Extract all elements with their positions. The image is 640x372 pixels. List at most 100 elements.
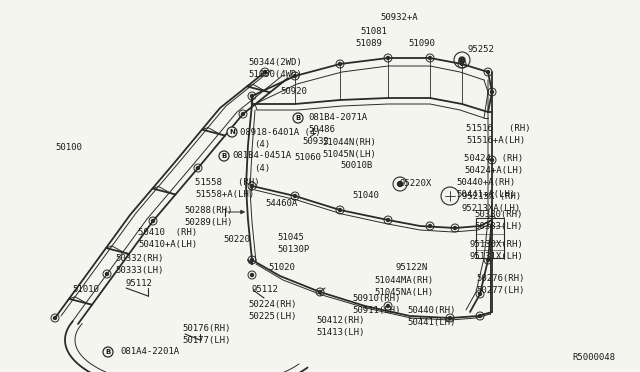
Text: (4): (4) xyxy=(254,164,270,173)
Text: 50289(LH): 50289(LH) xyxy=(184,218,232,227)
Text: 08918-6401A (4): 08918-6401A (4) xyxy=(240,128,321,137)
Text: 95112: 95112 xyxy=(125,279,152,289)
Text: 95130X(RH): 95130X(RH) xyxy=(470,240,524,248)
Text: 95213XA(LH): 95213XA(LH) xyxy=(462,203,521,212)
Circle shape xyxy=(294,74,296,77)
Circle shape xyxy=(250,273,253,276)
Text: 081A4-2201A: 081A4-2201A xyxy=(120,347,179,356)
Text: 50130P: 50130P xyxy=(277,246,309,254)
Circle shape xyxy=(219,151,229,161)
Circle shape xyxy=(479,292,481,295)
Text: 95122N: 95122N xyxy=(395,263,428,273)
Text: N: N xyxy=(229,129,235,135)
Text: 50176(RH): 50176(RH) xyxy=(182,324,230,333)
Text: 50424+A(LH): 50424+A(LH) xyxy=(464,166,523,174)
Circle shape xyxy=(106,273,109,276)
Circle shape xyxy=(294,195,296,198)
Text: 50412(RH): 50412(RH) xyxy=(316,315,364,324)
Text: B: B xyxy=(221,153,227,159)
Text: 081B4-0451A: 081B4-0451A xyxy=(232,151,291,160)
Text: 54460A: 54460A xyxy=(265,199,297,208)
Circle shape xyxy=(227,127,237,137)
Text: 95213X (RH): 95213X (RH) xyxy=(462,192,521,201)
Text: 51044N(RH): 51044N(RH) xyxy=(322,138,376,147)
Text: 50410  (RH): 50410 (RH) xyxy=(138,228,197,237)
Text: 51516   (RH): 51516 (RH) xyxy=(466,124,531,132)
Text: 50380(RH): 50380(RH) xyxy=(474,209,522,218)
Text: 51081: 51081 xyxy=(360,28,387,36)
Text: 51044MA(RH): 51044MA(RH) xyxy=(374,276,433,285)
Circle shape xyxy=(319,291,321,294)
Text: 51558   (RH): 51558 (RH) xyxy=(195,177,259,186)
Circle shape xyxy=(241,112,244,115)
Text: 50383(LH): 50383(LH) xyxy=(474,221,522,231)
Text: 51516+A(LH): 51516+A(LH) xyxy=(466,135,525,144)
Text: 50911(LH): 50911(LH) xyxy=(352,305,401,314)
Text: 50010B: 50010B xyxy=(340,161,372,170)
FancyBboxPatch shape xyxy=(476,218,504,258)
Text: 50288(RH): 50288(RH) xyxy=(184,205,232,215)
Circle shape xyxy=(449,317,451,320)
Text: 50277(LH): 50277(LH) xyxy=(476,285,524,295)
Circle shape xyxy=(479,314,481,317)
Text: 95131X(LH): 95131X(LH) xyxy=(470,251,524,260)
Text: 95112: 95112 xyxy=(252,285,279,295)
Text: 51045NA(LH): 51045NA(LH) xyxy=(374,288,433,296)
Text: 50344(2WD): 50344(2WD) xyxy=(248,58,301,67)
Text: 51558+A(LH): 51558+A(LH) xyxy=(195,189,254,199)
Text: 51089: 51089 xyxy=(355,39,382,48)
Circle shape xyxy=(264,71,266,74)
Text: 50920: 50920 xyxy=(280,87,307,96)
Circle shape xyxy=(196,167,200,170)
Text: 50224(RH): 50224(RH) xyxy=(248,299,296,308)
Text: 50333(LH): 50333(LH) xyxy=(115,266,163,275)
Circle shape xyxy=(486,259,490,262)
Text: 50225(LH): 50225(LH) xyxy=(248,311,296,321)
Circle shape xyxy=(339,208,342,212)
Circle shape xyxy=(387,57,390,60)
Text: 50276(RH): 50276(RH) xyxy=(476,273,524,282)
Text: 51010: 51010 xyxy=(72,285,99,295)
Text: 50932+A: 50932+A xyxy=(380,13,418,22)
Text: 51020: 51020 xyxy=(268,263,295,273)
Circle shape xyxy=(387,305,390,308)
Circle shape xyxy=(293,113,303,123)
Circle shape xyxy=(459,57,465,63)
Text: 51045: 51045 xyxy=(277,234,304,243)
Text: R5000048: R5000048 xyxy=(572,353,615,362)
Text: 51045N(LH): 51045N(LH) xyxy=(322,150,376,158)
Text: 95220X: 95220X xyxy=(399,180,431,189)
Text: 50932: 50932 xyxy=(302,138,329,147)
Circle shape xyxy=(103,347,113,357)
Circle shape xyxy=(454,227,456,230)
Text: B: B xyxy=(106,349,111,355)
Circle shape xyxy=(152,219,154,222)
Circle shape xyxy=(397,182,403,186)
Text: (4): (4) xyxy=(254,140,270,148)
Circle shape xyxy=(387,218,390,221)
Circle shape xyxy=(429,57,431,60)
Text: 081B4-2071A: 081B4-2071A xyxy=(308,113,367,122)
Text: 51413(LH): 51413(LH) xyxy=(316,327,364,337)
Text: 50220: 50220 xyxy=(223,235,250,244)
Text: 50441+A(LH): 50441+A(LH) xyxy=(456,189,515,199)
Text: 50410+A(LH): 50410+A(LH) xyxy=(138,240,197,248)
Circle shape xyxy=(429,224,431,228)
Text: 50486: 50486 xyxy=(308,125,335,135)
Circle shape xyxy=(250,94,253,97)
Text: 50440+A(RH): 50440+A(RH) xyxy=(456,177,515,186)
Text: 50441(LH): 50441(LH) xyxy=(407,317,456,327)
Text: 50910(RH): 50910(RH) xyxy=(352,294,401,302)
Text: B: B xyxy=(296,115,301,121)
Circle shape xyxy=(461,62,463,65)
Text: 95252: 95252 xyxy=(468,45,495,55)
Text: 51090: 51090 xyxy=(408,39,435,48)
Text: 50177(LH): 50177(LH) xyxy=(182,336,230,344)
Circle shape xyxy=(54,317,56,320)
Text: 50424  (RH): 50424 (RH) xyxy=(464,154,523,163)
Text: 51040: 51040 xyxy=(352,192,379,201)
Text: 51050(4WD): 51050(4WD) xyxy=(248,70,301,78)
Circle shape xyxy=(250,259,253,262)
Circle shape xyxy=(490,218,493,221)
Text: 50100: 50100 xyxy=(55,144,82,153)
